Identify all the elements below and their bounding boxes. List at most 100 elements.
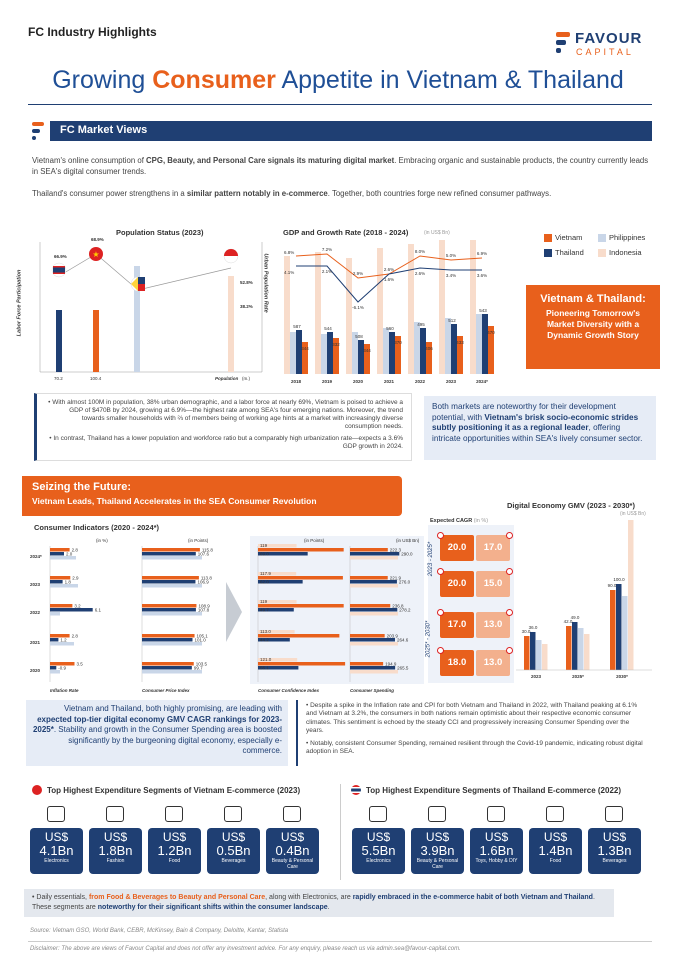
bar-ph-urban bbox=[134, 266, 140, 372]
gdp-bar-vn-0 bbox=[302, 342, 308, 374]
gmv-bullet-2: • Notably, consistent Consumer Spending,… bbox=[306, 739, 643, 756]
brand-top: FC Industry Highlights bbox=[28, 25, 157, 39]
segment-currency: US$ bbox=[103, 830, 128, 844]
labor-vn-label: 68.9% bbox=[91, 237, 104, 242]
vn-segment-icon-1 bbox=[106, 806, 124, 822]
gdp-bar-th-0 bbox=[296, 330, 302, 374]
population-chart: ★ 66.9% 68.9% 52.8% 38.2% 70.2 100.4 Pop… bbox=[39, 237, 263, 381]
gdp-bar-ph-6 bbox=[476, 314, 482, 374]
gmv-bar-2-3 bbox=[628, 520, 634, 670]
ci-inflation-vn-label-0: 2.8 bbox=[72, 548, 79, 553]
vn-segment-card-2: US$ 1.2Bn Food bbox=[148, 828, 201, 874]
segment-amount: 1.4Bn bbox=[538, 843, 573, 858]
gmv-bar-1-2 bbox=[578, 628, 584, 670]
gmv-label-2-a: 90.0 bbox=[608, 583, 617, 588]
segment-amount: 0.4Bn bbox=[275, 843, 310, 858]
ci-spending-th-label-4: 265.5 bbox=[397, 666, 409, 671]
ci-label-cci: Consumer Confidence Index bbox=[258, 688, 320, 693]
gdp-chart-title: GDP and Growth Rate (2018 - 2024) bbox=[283, 228, 409, 237]
ci-inflation-vn-label-3: 2.8 bbox=[72, 634, 79, 639]
th-segment-card-0: US$ 5.5Bn Electronics bbox=[352, 828, 405, 874]
svg-text:★: ★ bbox=[92, 250, 99, 259]
th-segment-icon-1 bbox=[428, 806, 446, 822]
market-views-p1: Vietnam's online consumption of CPG, Bea… bbox=[32, 156, 649, 176]
segment-currency: US$ bbox=[425, 830, 450, 844]
gdp-ph-label-4: 406 bbox=[425, 346, 433, 351]
market-views-icon bbox=[32, 122, 44, 140]
gdp-ph-label-3: 370 bbox=[394, 340, 402, 345]
segment-label: Electronics bbox=[366, 858, 391, 864]
ci-inflation-th-1 bbox=[50, 580, 63, 584]
note-box-left: • With almost 100M in population, 38% ur… bbox=[34, 393, 412, 461]
ci-cci-th-label-0: 69.0 bbox=[260, 552, 269, 557]
segment-label: Food bbox=[549, 858, 562, 864]
vn-segment-card-4: US$ 0.4Bn Beauty & Personal Care bbox=[266, 828, 319, 874]
cagr-flag-icon bbox=[437, 532, 444, 539]
cagr-flag-icon bbox=[506, 568, 513, 575]
ci-cpi-th-label-0: 107.6 bbox=[198, 552, 210, 557]
gdp-bar-vn-2 bbox=[364, 344, 370, 374]
cagr-cell-x2: 13.0 bbox=[476, 650, 510, 676]
gdp-bar-vn-1 bbox=[333, 338, 339, 374]
ci-cpi-vn-2 bbox=[142, 604, 197, 608]
gmv-bullet-1: • Despite a spike in the Inflation rate … bbox=[306, 702, 638, 735]
ci-spending-vn-0 bbox=[350, 548, 388, 552]
segment-amount: 1.3Bn bbox=[597, 843, 632, 858]
note-bullet-1: • With almost 100M in population, 38% ur… bbox=[48, 399, 403, 430]
cagr-flag-icon bbox=[506, 609, 513, 616]
ci-cpi-th-label-2: 107.8 bbox=[198, 608, 210, 613]
gdp-bar-th-2 bbox=[358, 340, 364, 374]
ci-cpi-th-label-4: 99.7 bbox=[194, 666, 203, 671]
ci-spending-vn-label-1: 221.9 bbox=[390, 576, 402, 581]
ci-spending-vn-1 bbox=[350, 576, 388, 580]
legend-philippines: Philippines bbox=[609, 233, 646, 242]
ci-cci-vn-label-0: 119 bbox=[260, 543, 268, 548]
gdp-chart-unit: (in US$ Bn) bbox=[424, 230, 450, 236]
segments-divider bbox=[340, 784, 341, 880]
cagr-cell-id2: 13.0 bbox=[476, 612, 510, 638]
gdp-id-label-3: 560 bbox=[386, 326, 394, 331]
ci-year-1: 2023 bbox=[30, 582, 41, 587]
gdp-year-4: 2022 bbox=[415, 379, 426, 384]
legend-thailand: Thailand bbox=[555, 248, 584, 257]
th-segment-card-2: US$ 1.6Bn Toys, Hobby & DIY bbox=[470, 828, 523, 874]
gdp-bar-vn-5 bbox=[457, 336, 463, 374]
ci-spending-th-label-3: 264.6 bbox=[397, 638, 409, 643]
th-segments-flag-icon bbox=[351, 785, 361, 795]
gmv-unit: (in US$ Bn) bbox=[620, 511, 646, 517]
consumer-indicators-title: Consumer Indicators (2020 - 2024*) bbox=[34, 523, 160, 532]
pop-axis-unit: (m.) bbox=[242, 376, 250, 381]
ci-cci-th-1 bbox=[258, 580, 303, 584]
ci-cpi-th-0 bbox=[142, 552, 196, 556]
gdp-chart: 587 344 2018 544 332 2019 508 344 2020 560 370 2021… bbox=[284, 240, 495, 384]
ci-cpi-th-2 bbox=[142, 608, 196, 612]
gdp-th-growth-line bbox=[296, 265, 482, 303]
gdp-bar-id-1 bbox=[315, 252, 321, 374]
th-segment-icon-3 bbox=[546, 806, 564, 822]
ci-inflation-th-3 bbox=[50, 638, 59, 642]
note-bullet-2: • In contrast, Thailand has a lower popu… bbox=[49, 435, 403, 450]
cagr-cell-id: 17.0 bbox=[476, 535, 510, 561]
ci-inflation-th-label-3: 1.2 bbox=[60, 638, 67, 643]
gdp-bar-ph-3 bbox=[383, 328, 389, 374]
cagr-cell-vn: 20.0 bbox=[440, 535, 474, 561]
ci-cci-th-label-4: 56.1 bbox=[260, 666, 269, 671]
cagr-flag-icon bbox=[506, 532, 513, 539]
gdp-th-growth-6: 3.6% bbox=[477, 273, 487, 278]
vn-segments-flag-icon bbox=[32, 785, 42, 795]
page-title: Growing Consumer Appetite in Vietnam & T… bbox=[52, 66, 624, 94]
gmv-label-2-b: 100.0 bbox=[613, 577, 625, 582]
gdp-bar-th-1 bbox=[327, 332, 333, 374]
ci-year-3: 2021 bbox=[30, 640, 41, 645]
cagr-flag-icon bbox=[506, 647, 513, 654]
gdp-bar-id-6 bbox=[470, 240, 476, 374]
gdp-bar-th-5 bbox=[451, 324, 457, 374]
ci-cpi-vn-label-3: 105.1 bbox=[197, 634, 209, 639]
gmv-label-1-a: 42.0 bbox=[564, 619, 573, 624]
segment-currency: US$ bbox=[280, 830, 305, 844]
ci-spending-th-1 bbox=[350, 580, 397, 584]
population-chart-title: Population Status (2023) bbox=[116, 228, 204, 237]
gmv-year-1: 2025* bbox=[572, 674, 584, 679]
ci-label-spending: Consumer Spending bbox=[350, 688, 394, 693]
